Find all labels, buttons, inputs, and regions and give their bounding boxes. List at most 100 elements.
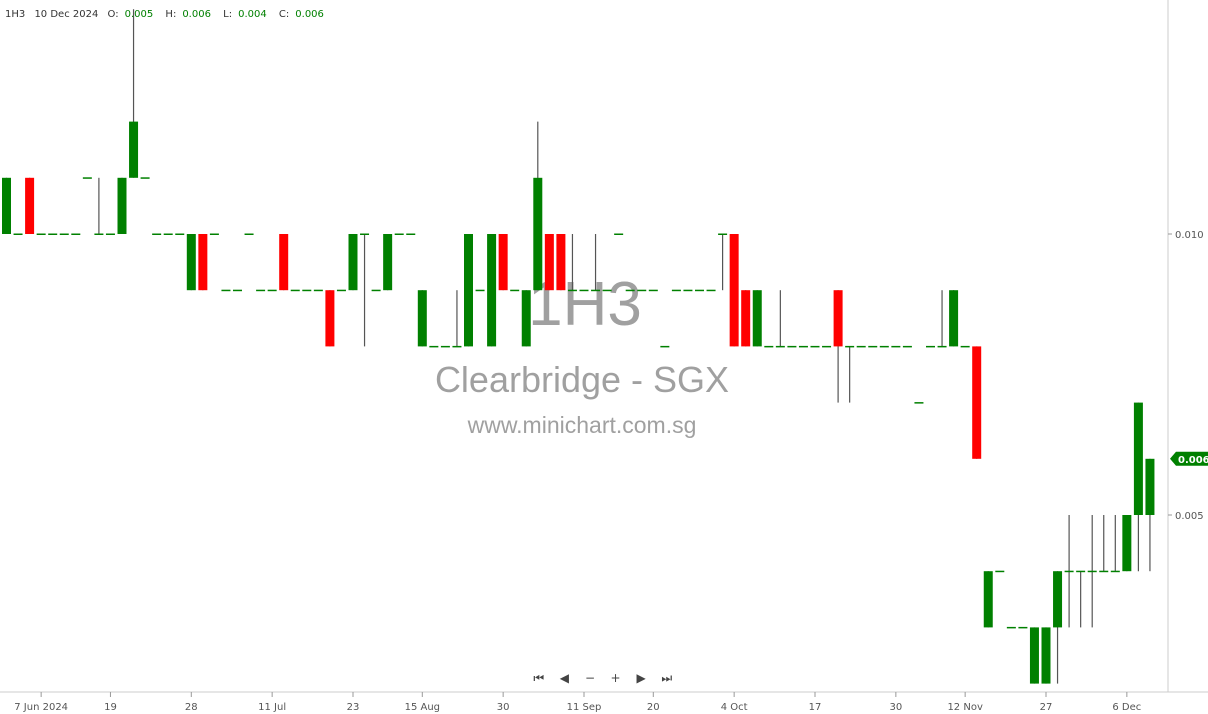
scroll-right-button[interactable]: ▶: [636, 671, 646, 685]
last-page-button[interactable]: ⏭: [661, 671, 673, 685]
candle-doji: [452, 345, 462, 348]
candle: [510, 289, 520, 292]
candle-body: [498, 234, 508, 291]
candle-doji: [671, 289, 681, 292]
watermark-site: www.minichart.com.sg: [467, 412, 697, 438]
candle-body: [129, 121, 139, 178]
candle: [822, 345, 832, 348]
candle-doji: [290, 289, 300, 292]
candle: [233, 289, 242, 292]
candle: [105, 233, 115, 235]
candle-doji: [510, 289, 520, 292]
candle: [937, 290, 947, 348]
candle: [521, 290, 531, 347]
candle: [567, 234, 577, 292]
candle-doji: [926, 345, 935, 348]
candle-doji: [36, 233, 46, 235]
candle: [1076, 570, 1086, 628]
candle-doji: [614, 233, 624, 235]
candle-body: [1122, 515, 1132, 572]
candle: [452, 290, 462, 348]
candle: [325, 290, 335, 347]
candle-body: [186, 234, 196, 291]
candle: [36, 233, 46, 235]
candle: [637, 289, 647, 292]
zoom-in-button[interactable]: +: [610, 671, 621, 685]
candle: [533, 121, 543, 291]
x-tick-label: 30: [497, 702, 510, 713]
candle: [648, 289, 658, 292]
last-price-tag: 0.006: [1170, 451, 1208, 466]
candle-doji: [221, 289, 231, 292]
candle: [417, 290, 427, 347]
candle-doji: [313, 289, 323, 292]
candle: [1122, 515, 1132, 572]
candle: [440, 345, 450, 348]
candle: [59, 233, 69, 235]
candle-doji: [71, 233, 81, 235]
candle: [775, 290, 785, 348]
candle-body: [533, 177, 543, 291]
candle: [82, 177, 92, 179]
candle-body: [117, 177, 127, 234]
candle-doji: [1110, 570, 1120, 573]
candle-body: [2, 177, 11, 234]
header-close: 0.006: [295, 9, 324, 20]
candle-doji: [579, 289, 589, 292]
watermark: 1H3 Clearbridge - SGX www.minichart.com.…: [435, 270, 729, 438]
candle-doji: [360, 233, 370, 235]
candle: [221, 289, 231, 292]
candle-doji: [1006, 626, 1016, 629]
candle-body: [521, 290, 531, 347]
x-tick-label: 11 Sep: [567, 702, 602, 713]
x-tick-label: 20: [647, 702, 660, 713]
candle: [695, 289, 704, 292]
zoom-out-button[interactable]: −: [584, 671, 596, 685]
candle-doji: [475, 289, 485, 292]
candle: [406, 233, 416, 235]
candle-doji: [1064, 570, 1074, 573]
candle: [1133, 402, 1143, 572]
header-open-label: O:: [107, 9, 119, 20]
candle-body: [464, 234, 473, 347]
first-page-button[interactable]: ⏮: [533, 671, 545, 685]
candle-doji: [879, 345, 889, 348]
candle: [660, 345, 670, 348]
candle: [25, 177, 35, 234]
candle-body: [741, 290, 751, 347]
candle: [949, 290, 959, 347]
candle-doji: [591, 289, 601, 292]
candle-body: [1041, 627, 1051, 684]
candle: [625, 289, 635, 292]
candle-doji: [706, 289, 716, 292]
candle-doji: [764, 345, 774, 348]
candle: [1110, 515, 1120, 573]
candle-doji: [140, 177, 150, 179]
candle-body: [833, 290, 843, 347]
candle-doji: [718, 233, 728, 235]
candle-body: [325, 290, 335, 347]
header-low-label: L:: [223, 9, 233, 20]
candle-doji: [567, 289, 577, 292]
candle-body: [729, 234, 739, 347]
candle: [752, 290, 762, 347]
candle-doji: [1087, 570, 1097, 573]
candle-body: [556, 234, 566, 291]
candle-doji: [775, 345, 785, 348]
candle: [498, 234, 508, 291]
candle-doji: [695, 289, 704, 292]
candle-doji: [1018, 626, 1028, 629]
candle: [140, 177, 150, 179]
candle-doji: [660, 345, 670, 348]
candle: [209, 233, 219, 235]
candle-body: [198, 234, 208, 291]
header-high: 0.006: [182, 9, 211, 20]
candle-doji: [233, 289, 242, 292]
candle: [683, 289, 693, 292]
candle: [914, 402, 924, 404]
candle-doji: [856, 345, 866, 348]
candle: [1145, 458, 1155, 572]
candle-doji: [302, 289, 312, 292]
scroll-left-button[interactable]: ◀: [559, 671, 569, 685]
